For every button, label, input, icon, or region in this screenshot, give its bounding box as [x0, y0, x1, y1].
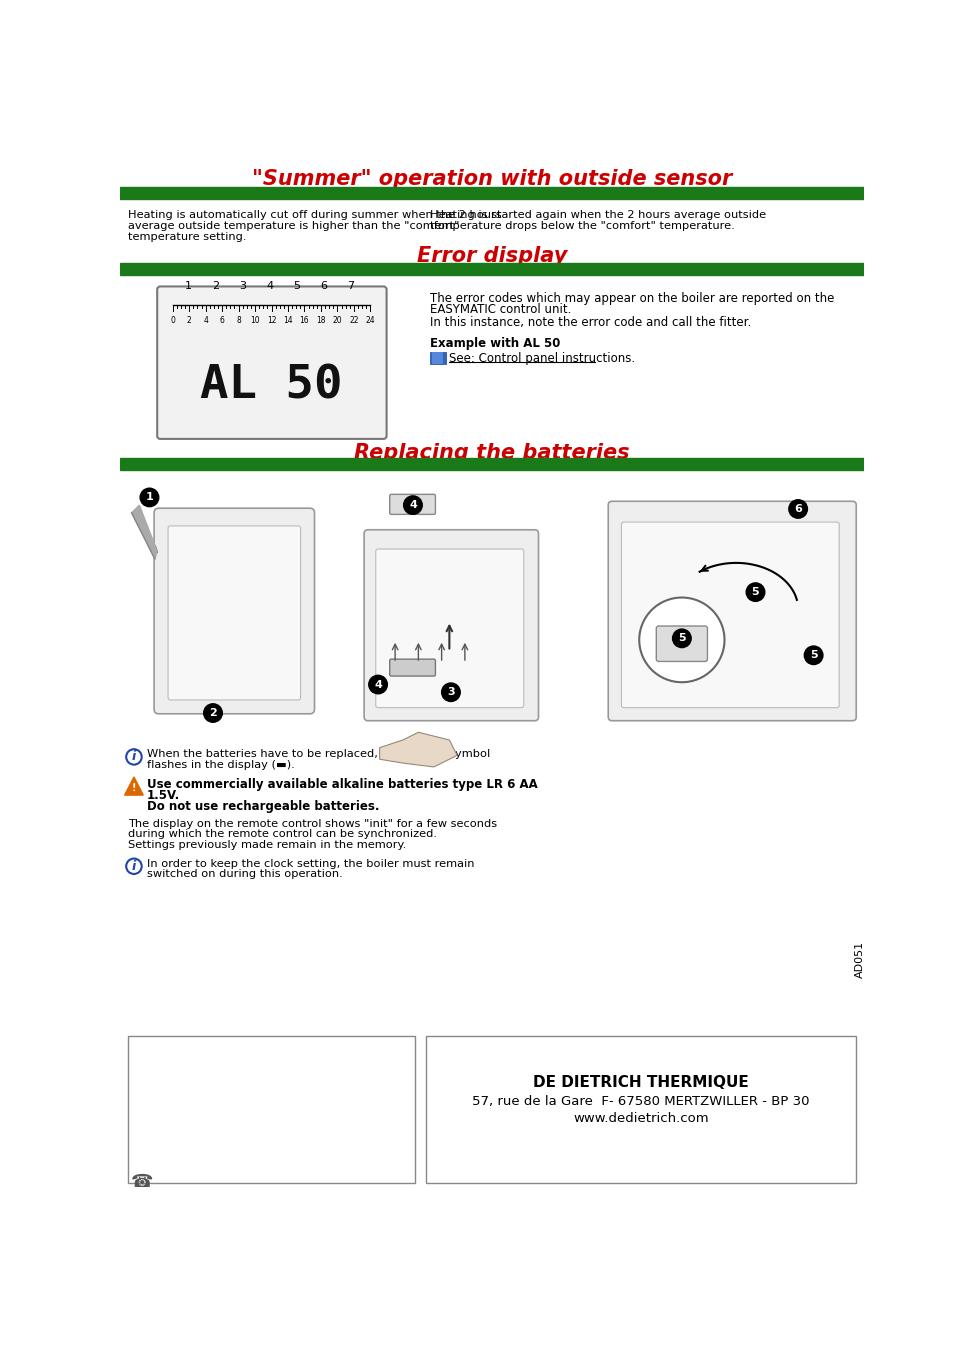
- Text: 6: 6: [220, 317, 225, 325]
- Bar: [407, 505, 419, 509]
- FancyBboxPatch shape: [390, 659, 436, 676]
- Text: 3: 3: [239, 282, 246, 291]
- Text: 8: 8: [236, 317, 241, 325]
- FancyBboxPatch shape: [155, 508, 315, 714]
- Circle shape: [673, 630, 691, 647]
- Text: !: !: [132, 783, 136, 792]
- Text: 22: 22: [349, 317, 359, 325]
- Text: Error display: Error display: [417, 246, 567, 267]
- Text: 2: 2: [209, 708, 217, 718]
- Circle shape: [140, 489, 158, 506]
- Text: See: Control panel instructions.: See: Control panel instructions.: [449, 352, 636, 364]
- Text: Example with AL 50: Example with AL 50: [430, 337, 561, 349]
- Circle shape: [442, 682, 460, 701]
- Text: www.dedietrich.com: www.dedietrich.com: [573, 1112, 709, 1125]
- Text: Heating is started again when the 2 hours average outside: Heating is started again when the 2 hour…: [430, 210, 766, 221]
- Bar: [128, 486, 352, 724]
- Text: +: +: [410, 500, 417, 509]
- Text: 1: 1: [184, 282, 192, 291]
- Text: The display on the remote control shows "init" for a few seconds: The display on the remote control shows …: [128, 819, 497, 829]
- Text: 3: 3: [447, 688, 455, 697]
- Text: 5: 5: [678, 634, 685, 643]
- Text: flashes in the display (▬).: flashes in the display (▬).: [147, 760, 295, 770]
- Text: 6: 6: [794, 504, 802, 515]
- Text: Do not use rechargeable batteries.: Do not use rechargeable batteries.: [147, 800, 379, 812]
- Text: switched on during this operation.: switched on during this operation.: [147, 869, 343, 879]
- Text: 4: 4: [204, 317, 208, 325]
- Bar: [120, 187, 864, 199]
- Text: "Summer" operation with outside sensor: "Summer" operation with outside sensor: [252, 169, 732, 190]
- Circle shape: [403, 496, 422, 515]
- Text: 24: 24: [366, 317, 375, 325]
- Text: 5: 5: [752, 588, 759, 597]
- Bar: [432, 352, 444, 364]
- Text: 1: 1: [146, 493, 154, 502]
- Circle shape: [804, 646, 823, 665]
- FancyBboxPatch shape: [375, 548, 524, 708]
- Polygon shape: [125, 777, 143, 795]
- Text: Settings previously made remain in the memory.: Settings previously made remain in the m…: [128, 839, 406, 850]
- Bar: [128, 1036, 415, 1183]
- Text: ☎: ☎: [131, 1174, 153, 1192]
- Text: 16: 16: [300, 317, 309, 325]
- Text: i: i: [132, 860, 136, 873]
- Text: DE DIETRICH THERMIQUE: DE DIETRICH THERMIQUE: [534, 1075, 749, 1090]
- Text: 7: 7: [348, 282, 354, 291]
- Text: 2: 2: [187, 317, 192, 325]
- Text: i: i: [132, 750, 136, 764]
- Text: temperature drops below the "comfort" temperature.: temperature drops below the "comfort" te…: [430, 221, 734, 232]
- Text: 4: 4: [374, 680, 382, 689]
- Bar: [120, 263, 864, 275]
- Text: Use commercially available alkaline batteries type LR 6 AA: Use commercially available alkaline batt…: [147, 779, 538, 792]
- Text: 10: 10: [251, 317, 260, 325]
- Text: AD051: AD051: [855, 941, 865, 978]
- Text: 5: 5: [810, 650, 817, 661]
- Text: The error codes which may appear on the boiler are reported on the: The error codes which may appear on the …: [430, 292, 834, 305]
- Circle shape: [789, 500, 807, 519]
- Text: In order to keep the clock setting, the boiler must remain: In order to keep the clock setting, the …: [147, 858, 474, 868]
- Text: 2: 2: [212, 282, 219, 291]
- Polygon shape: [379, 733, 457, 766]
- Text: 0: 0: [170, 317, 175, 325]
- Text: 14: 14: [283, 317, 293, 325]
- Text: temperature setting.: temperature setting.: [128, 232, 247, 242]
- Text: 18: 18: [316, 317, 325, 325]
- FancyBboxPatch shape: [168, 525, 300, 700]
- Text: 4: 4: [266, 282, 274, 291]
- FancyBboxPatch shape: [657, 626, 708, 662]
- Circle shape: [204, 704, 223, 722]
- Circle shape: [746, 584, 765, 601]
- Text: 1.5V.: 1.5V.: [147, 789, 180, 803]
- Text: during which the remote control can be synchronized.: during which the remote control can be s…: [128, 829, 437, 839]
- FancyBboxPatch shape: [157, 287, 387, 439]
- Polygon shape: [132, 505, 157, 559]
- Text: 12: 12: [267, 317, 276, 325]
- Text: EASYMATIC control unit.: EASYMATIC control unit.: [430, 303, 571, 315]
- FancyBboxPatch shape: [621, 523, 839, 708]
- Text: 4: 4: [409, 500, 417, 510]
- Circle shape: [369, 676, 388, 693]
- Text: In this instance, note the error code and call the fitter.: In this instance, note the error code an…: [430, 317, 752, 329]
- Text: 5: 5: [293, 282, 300, 291]
- Bar: [120, 458, 864, 470]
- Circle shape: [639, 597, 725, 682]
- Text: Heating is automatically cut off during summer when the 2 hours: Heating is automatically cut off during …: [128, 210, 501, 221]
- Text: 6: 6: [321, 282, 327, 291]
- FancyBboxPatch shape: [609, 501, 856, 720]
- Text: Replacing the batteries: Replacing the batteries: [354, 443, 630, 463]
- Text: 57, rue de la Gare  F- 67580 MERTZWILLER - BP 30: 57, rue de la Gare F- 67580 MERTZWILLER …: [472, 1095, 810, 1109]
- Text: AL 50: AL 50: [200, 363, 343, 409]
- Bar: [426, 1036, 856, 1183]
- Text: When the batteries have to be replaced, the battery symbol: When the batteries have to be replaced, …: [147, 749, 491, 760]
- Text: average outside temperature is higher than the "comfort": average outside temperature is higher th…: [128, 221, 459, 232]
- Bar: [430, 352, 445, 364]
- FancyBboxPatch shape: [390, 494, 436, 515]
- FancyBboxPatch shape: [364, 529, 539, 720]
- Text: 20: 20: [332, 317, 342, 325]
